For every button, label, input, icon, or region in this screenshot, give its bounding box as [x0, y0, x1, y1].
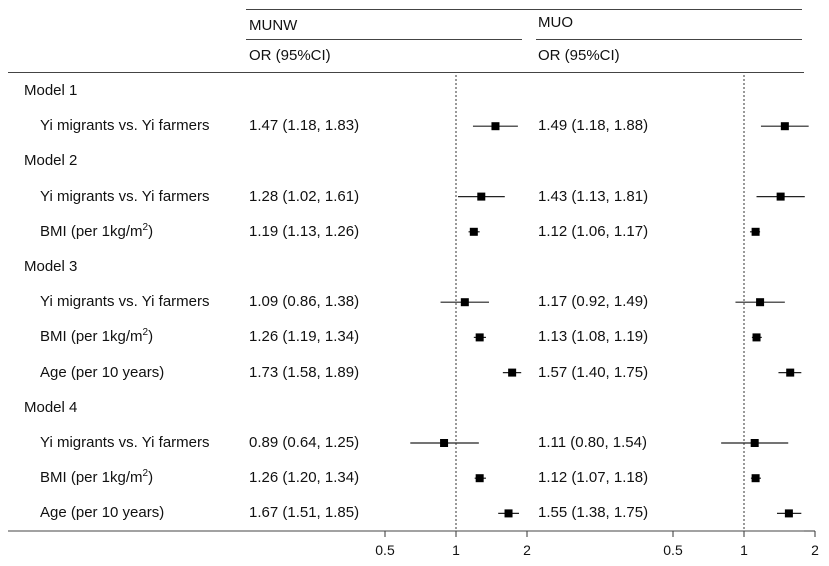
or-point	[475, 474, 484, 483]
munw-or-ci: 1.67 (1.51, 1.85)	[249, 504, 360, 522]
or-point	[756, 298, 765, 307]
variable-label: Yi migrants vs. Yi farmers	[40, 434, 210, 451]
variable-label: Age (per 10 years)	[40, 504, 165, 522]
or-point	[440, 439, 449, 447]
variable-label: BMI (per 1kg/m2)	[40, 221, 154, 240]
model-label: Model 3	[24, 258, 78, 275]
or-point	[786, 368, 795, 377]
or-point	[784, 509, 793, 518]
or-point	[508, 368, 517, 377]
variable-label: Yi migrants vs. Yi farmers	[40, 187, 210, 205]
munw-or-ci: 1.47 (1.18, 1.83)	[249, 117, 360, 135]
munw-or-ci: 1.26 (1.19, 1.34)	[249, 328, 360, 346]
munw-or-ci: 1.19 (1.13, 1.26)	[249, 222, 360, 240]
x-tick-label: 2	[523, 542, 531, 558]
muo-or-ci: 1.55 (1.38, 1.75)	[538, 504, 649, 522]
muo-or-ci: 1.57 (1.40, 1.75)	[538, 363, 649, 381]
muo-or-ci: 1.12 (1.07, 1.18)	[538, 469, 649, 487]
variable-label: BMI (per 1kg/m2)	[40, 468, 154, 487]
muo-or-ci: 1.11 (0.80, 1.54)	[538, 434, 647, 451]
model-label: Model 2	[24, 152, 78, 170]
header-bottom-rule	[8, 72, 804, 73]
x-tick-label: 1	[740, 542, 748, 558]
variable-label: BMI (per 1kg/m2)	[40, 327, 154, 346]
top-rule	[246, 9, 802, 10]
munw-or-ci: 1.28 (1.02, 1.61)	[249, 187, 360, 205]
x-tick-label: 2	[811, 542, 819, 558]
or-point	[751, 227, 760, 236]
munw-or-ci: 1.73 (1.58, 1.89)	[249, 363, 360, 381]
muo-or-ci: 1.17 (0.92, 1.49)	[538, 293, 649, 311]
munw-title-rule	[246, 39, 522, 40]
or-point	[475, 333, 484, 342]
muo-subtitle: OR (95%CI)	[538, 47, 620, 64]
or-point	[751, 474, 760, 483]
muo-title: MUO	[538, 14, 573, 31]
muo-or-ci: 1.43 (1.13, 1.81)	[538, 187, 649, 205]
variable-label: Yi migrants vs. Yi farmers	[40, 293, 210, 311]
model-label: Model 4	[24, 398, 78, 416]
or-point	[491, 122, 500, 131]
munw-or-ci: 0.89 (0.64, 1.25)	[249, 434, 360, 451]
variable-label: Yi migrants vs. Yi farmers	[40, 117, 210, 135]
muo-or-ci: 1.12 (1.06, 1.17)	[538, 222, 649, 240]
or-point	[477, 192, 486, 201]
or-point	[460, 298, 469, 307]
muo-or-ci: 1.13 (1.08, 1.19)	[538, 328, 649, 346]
x-tick-label: 1	[452, 542, 460, 558]
munw-title: MUNW	[249, 17, 298, 34]
variable-label: Age (per 10 years)	[40, 363, 165, 381]
munw-subtitle: OR (95%CI)	[249, 47, 331, 64]
or-point	[752, 333, 761, 342]
or-point	[780, 122, 789, 131]
x-tick-label: 0.5	[663, 542, 683, 558]
or-point	[504, 509, 513, 518]
or-point	[469, 227, 478, 236]
munw-or-ci: 1.09 (0.86, 1.38)	[249, 293, 360, 311]
or-point	[750, 439, 759, 447]
munw-or-ci: 1.26 (1.20, 1.34)	[249, 469, 360, 487]
muo-title-rule	[536, 39, 802, 40]
muo-or-ci: 1.49 (1.18, 1.88)	[538, 117, 649, 135]
x-tick-label: 0.5	[375, 542, 395, 558]
model-label: Model 1	[24, 82, 78, 99]
or-point	[776, 192, 785, 201]
